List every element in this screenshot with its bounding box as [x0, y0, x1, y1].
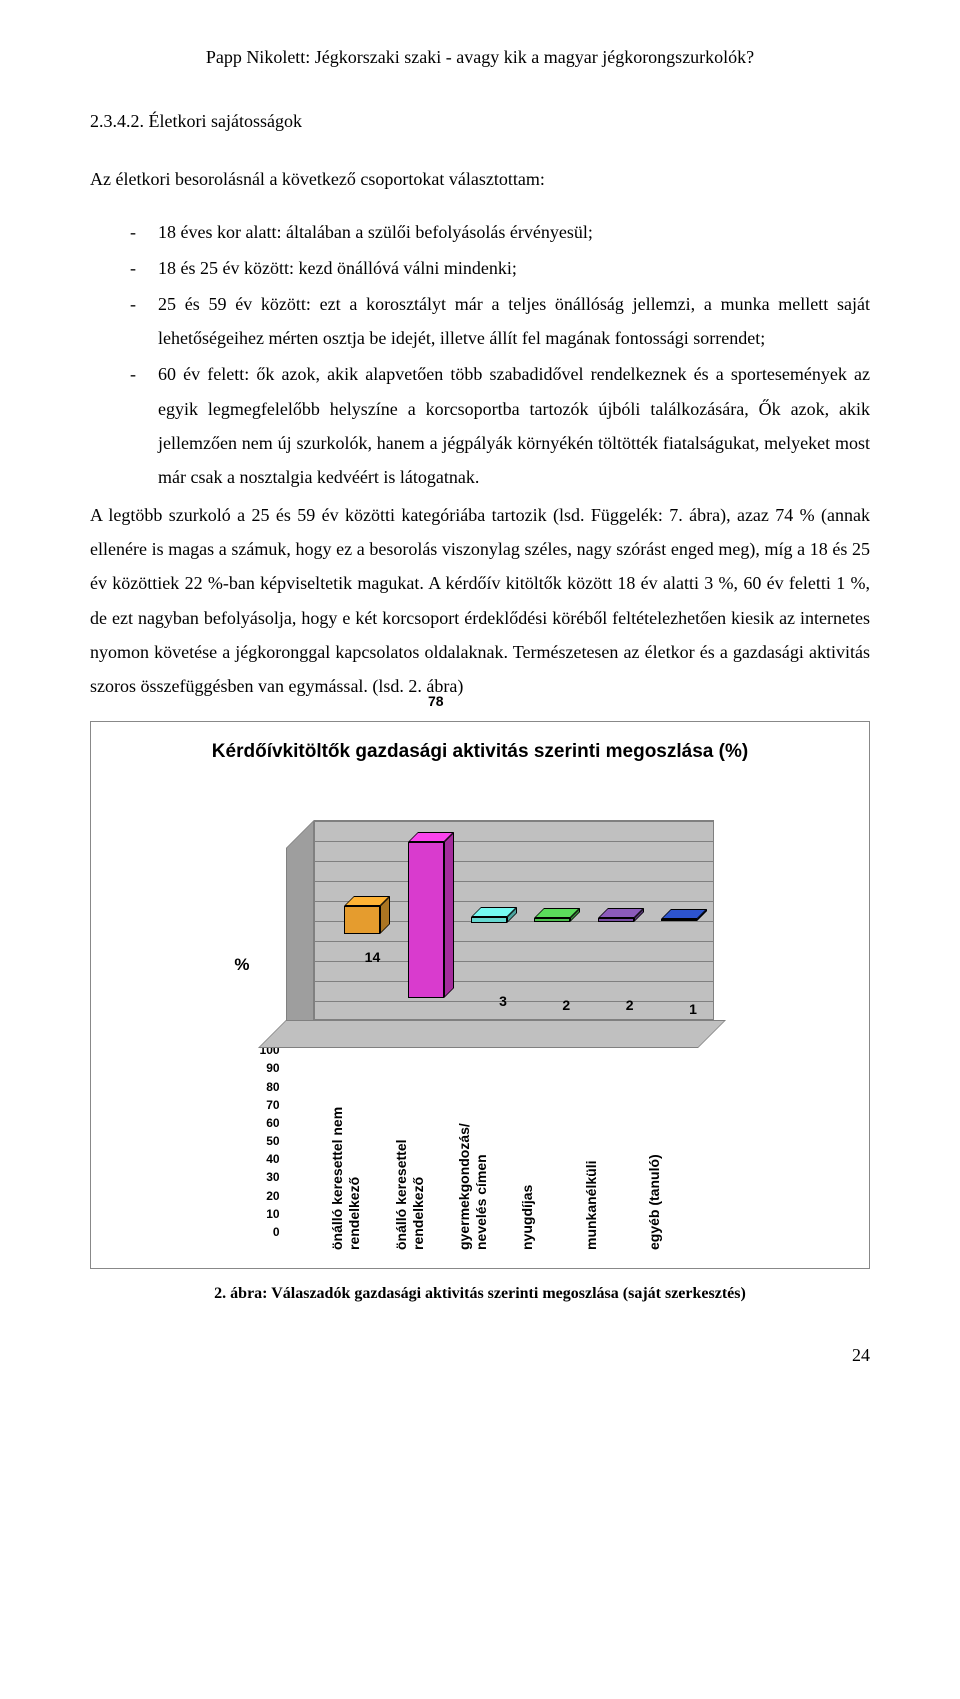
y-tick: 50 [260, 1135, 280, 1153]
y-tick: 60 [260, 1117, 280, 1135]
y-axis-ticks: 100 90 80 70 60 50 40 30 20 10 0 [260, 1044, 280, 1244]
bar-value-label: 2 [626, 992, 634, 1019]
list-item: 18 éves kor alatt: általában a szülői be… [130, 215, 870, 249]
running-header: Papp Nikolett: Jégkorszaki szaki - avagy… [90, 40, 870, 74]
x-tick-label: önálló keresettel rendelkező [393, 1080, 443, 1250]
bar: 1 [647, 820, 697, 1020]
bar: 14 [330, 820, 380, 1020]
list-item: 18 és 25 év között: kezd önállóvá válni … [130, 251, 870, 285]
age-group-list: 18 éves kor alatt: általában a szülői be… [90, 215, 870, 495]
y-tick: 90 [260, 1062, 280, 1080]
bar-shape [344, 906, 380, 934]
x-tick-label: nyugdíjas [519, 1080, 569, 1250]
y-tick: 70 [260, 1099, 280, 1117]
bar-value-label: 78 [428, 688, 444, 715]
page-number: 24 [90, 1338, 870, 1372]
bar-shape [534, 918, 570, 922]
bar-value-label: 14 [365, 944, 381, 971]
x-tick-label: önálló keresettel nem rendelkező [329, 1080, 379, 1250]
plot-wrap: 14 78 3 2 2 1 önálló keresettel nem rendelkez… [286, 820, 726, 1250]
bar-shape [408, 842, 444, 998]
y-tick: 10 [260, 1208, 280, 1226]
bar-value-label: 3 [499, 988, 507, 1015]
y-tick: 0 [260, 1226, 280, 1244]
x-tick-label: gyermekgondozás/ nevelés címen [456, 1080, 506, 1250]
y-tick: 30 [260, 1171, 280, 1189]
section-heading: 2.3.4.2. Életkori sajátosságok [90, 104, 870, 138]
figure-caption: 2. ábra: Válaszadók gazdasági aktivitás … [90, 1279, 870, 1309]
bar-value-label: 2 [562, 992, 570, 1019]
analysis-paragraph: A legtöbb szurkoló a 25 és 59 év közötti… [90, 498, 870, 703]
chart-floor [258, 1020, 726, 1048]
bar: 3 [457, 820, 507, 1020]
y-tick: 80 [260, 1081, 280, 1099]
x-tick-label: munkanélküli [583, 1080, 633, 1250]
y-tick: 20 [260, 1190, 280, 1208]
plot-3d: 14 78 3 2 2 1 [286, 820, 726, 1060]
chart-side-wall [286, 820, 314, 1048]
y-tick: 40 [260, 1153, 280, 1171]
bar-shape [598, 918, 634, 922]
bar: 78 [394, 820, 444, 1020]
intro-paragraph: Az életkori besorolásnál a következő cso… [90, 162, 870, 196]
bars-group: 14 78 3 2 2 1 [314, 820, 714, 1020]
list-item: 25 és 59 év között: ezt a korosztályt má… [130, 287, 870, 355]
x-axis-labels: önálló keresettel nem rendelkező önálló k… [313, 1080, 713, 1250]
chart-container: Kérdőívkitöltők gazdasági aktivitás szer… [90, 721, 870, 1269]
bar-shape [661, 919, 697, 921]
list-item: 60 év felett: ők azok, akik alapvetően t… [130, 357, 870, 494]
bar-shape [471, 917, 507, 923]
bar-value-label: 1 [689, 996, 697, 1023]
chart-plot-area: % 100 90 80 70 60 50 40 30 20 10 0 14 78 3… [101, 820, 859, 1250]
x-tick-label: egyéb (tanuló) [646, 1080, 696, 1250]
y-axis-label: % [234, 949, 249, 981]
bar: 2 [584, 820, 634, 1020]
bar: 2 [520, 820, 570, 1020]
chart-title: Kérdőívkitöltők gazdasági aktivitás szer… [101, 734, 859, 770]
